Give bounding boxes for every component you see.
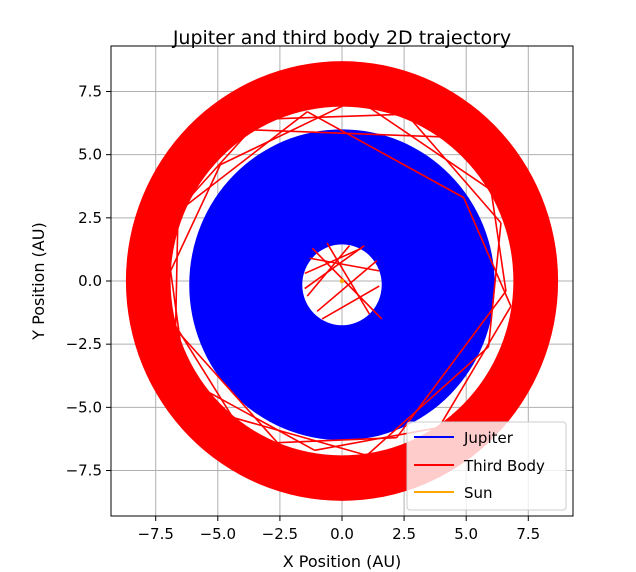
y-axis-ticks: −7.5 −5.0 −2.5 0.0 2.5 5.0 7.5 bbox=[66, 82, 111, 480]
x-tick-label: −7.5 bbox=[137, 525, 173, 543]
x-tick-label: −5.0 bbox=[200, 525, 236, 543]
third-body-trajectory-segment bbox=[182, 111, 308, 209]
third-body-trajectory-segment bbox=[306, 110, 465, 199]
x-tick-label: 2.5 bbox=[392, 525, 416, 543]
third-body-trajectory-segment bbox=[438, 305, 512, 428]
third-body-trajectory-segment bbox=[304, 244, 365, 290]
y-tick-label: −2.5 bbox=[66, 335, 102, 353]
jupiter-trajectory-band bbox=[189, 129, 495, 441]
third-body-trajectory-segment bbox=[356, 98, 492, 191]
third-body-trajectory-segment bbox=[277, 436, 397, 444]
y-axis-label: Y Position (AU) bbox=[29, 222, 48, 340]
third-body-trajectory-segment bbox=[237, 128, 444, 138]
third-body-trajectory-segment bbox=[185, 378, 316, 452]
third-body-trajectory-segment bbox=[311, 247, 383, 320]
third-body-trajectory-segment bbox=[462, 197, 512, 307]
third-body-trajectory-segment bbox=[169, 164, 222, 272]
third-body-trajectory-segment bbox=[366, 346, 490, 456]
third-body-trajectory-segment bbox=[174, 210, 179, 330]
third-body-trajectory-segment bbox=[326, 242, 371, 315]
plot-area bbox=[125, 61, 559, 501]
third-body-trajectory-segment bbox=[167, 313, 234, 418]
y-tick-label: 7.5 bbox=[78, 82, 102, 100]
third-body-trajectory-segment bbox=[169, 270, 187, 380]
y-tick-label: 5.0 bbox=[78, 146, 102, 164]
legend-box bbox=[406, 421, 567, 511]
y-tick-label: 0.0 bbox=[78, 272, 102, 290]
sun-point bbox=[339, 278, 345, 284]
y-tick-label: 2.5 bbox=[78, 209, 102, 227]
third-body-trajectory-segment bbox=[309, 257, 380, 272]
legend-label-sun: Sun bbox=[464, 484, 493, 502]
x-tick-label: −2.5 bbox=[262, 525, 298, 543]
third-body-trajectory-segment bbox=[304, 247, 363, 275]
x-tick-label: 7.5 bbox=[516, 525, 540, 543]
legend-label-jupiter: Jupiter bbox=[463, 429, 514, 447]
y-tick-label: −5.0 bbox=[66, 398, 102, 416]
y-tick-label: −7.5 bbox=[66, 462, 102, 480]
x-tick-label: 0.0 bbox=[330, 525, 354, 543]
third-body-trajectory-segment bbox=[405, 113, 502, 224]
third-body-trajectory-segment bbox=[177, 118, 261, 211]
legend-label-third-body: Third Body bbox=[463, 457, 545, 475]
third-body-trajectory-segment bbox=[174, 328, 279, 444]
x-axis-ticks: −7.5 −5.0 −2.5 0.0 2.5 5.0 7.5 bbox=[137, 516, 540, 543]
third-body-trajectory-segment bbox=[260, 113, 407, 121]
x-axis-label: X Position (AU) bbox=[283, 552, 402, 571]
x-tick-label: 5.0 bbox=[454, 525, 478, 543]
third-body-trajectory-segment bbox=[232, 416, 368, 457]
chart-title: Jupiter and third body 2D trajectory bbox=[172, 27, 511, 49]
third-body-trajectory-segment bbox=[487, 222, 502, 347]
legend: Jupiter Third Body Sun bbox=[406, 421, 567, 511]
third-body-trajectory-segment bbox=[321, 285, 380, 320]
